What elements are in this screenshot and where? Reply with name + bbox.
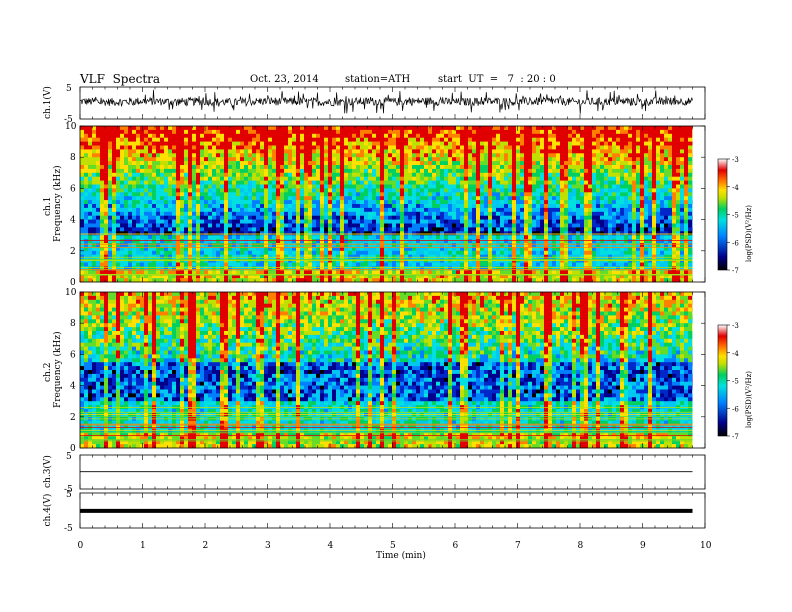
y-tick-label: 5 [66,452,72,462]
x-tick-label: 4 [328,541,334,551]
no-data-region [692,126,705,282]
y-tick-label: 10 [65,122,77,132]
colorbar-label: log(PSD)(V²/Hz) [745,371,753,428]
y-axis-label: ch.3(V) [42,455,53,488]
y-tick-label: 10 [65,288,77,298]
x-tick-label: 3 [265,541,271,551]
colorbar-tick-label: -4 [732,350,739,358]
y-tick-label: 6 [70,184,76,194]
y-tick-label: -5 [64,115,73,125]
y-tick-label: 5 [66,490,72,500]
y-tick-label: 4 [70,216,76,226]
colorbar-tick-label: -4 [732,184,739,192]
y-tick-label: 8 [70,319,76,329]
y-tick-label: -5 [64,485,73,495]
ch1-trace [79,89,693,114]
y-tick-label: 5 [66,84,72,94]
station-label: station=ATH [345,74,411,85]
x-tick-label: 5 [390,541,396,551]
y-axis-label-frequency: Frequency (kHz) [52,331,63,408]
colorbar-tick-label: -7 [732,267,739,275]
x-tick-label: 9 [640,541,646,551]
x-tick-label: 1 [140,541,146,551]
colorbar-label: log(PSD)(V²/Hz) [745,205,753,262]
y-axis-label: ch.4(V) [42,494,53,527]
y-tick-label: 4 [70,382,76,392]
x-tick-label: 10 [700,541,712,551]
y-axis-label-channel: ch.2 [43,363,53,382]
y-axis-label-frequency: Frequency (kHz) [52,165,63,242]
y-tick-label: 0 [70,444,76,454]
figure-title: VLF Spectra [80,72,161,86]
y-tick-label: -5 [64,524,73,534]
x-axis-label: Time (min) [376,550,426,561]
colorbar-tick-label: -7 [732,433,739,441]
y-tick-label: 0 [70,278,76,288]
colorbar-tick-label: -6 [732,405,739,413]
x-tick-label: 6 [453,541,459,551]
y-axis-label: ch.1(V) [42,86,53,119]
y-tick-label: 2 [70,413,76,423]
colorbar-tick-label: -6 [732,239,739,247]
x-tick-label: 0 [78,541,84,551]
y-tick-label: 8 [70,153,76,163]
colorbar-tick-label: -3 [732,156,739,164]
colorbar-tick-label: -5 [732,212,739,220]
y-tick-label: 6 [70,350,76,360]
colorbar [717,158,728,271]
colorbar-tick-label: -3 [732,322,739,330]
y-tick-label: 2 [70,247,76,257]
x-tick-label: 8 [578,541,584,551]
no-data-region [692,292,705,448]
x-tick-label: 7 [515,541,521,551]
date-label: Oct. 23, 2014 [250,74,319,85]
start-time-label: start UT = 7 : 20 : 0 [438,74,556,85]
spectrogram-image-1 [80,126,693,283]
spectrogram-image-2 [80,292,693,449]
colorbar [717,324,728,437]
colorbar-tick-label: -5 [732,378,739,386]
y-axis-label-channel: ch.1 [43,197,53,216]
x-tick-label: 2 [203,541,209,551]
